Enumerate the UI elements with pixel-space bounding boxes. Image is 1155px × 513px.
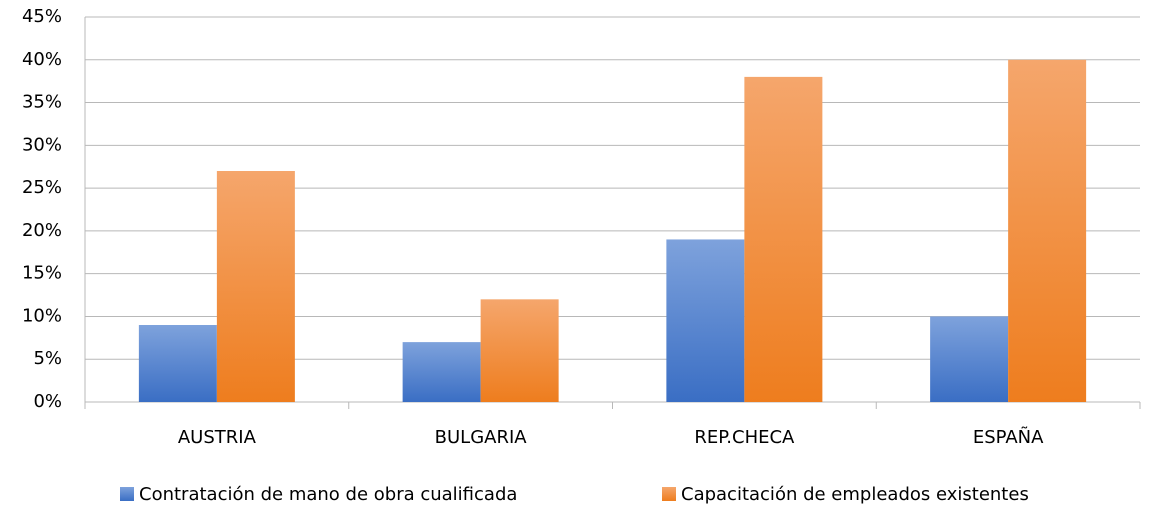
x-tick-label: BULGARIA bbox=[435, 427, 528, 448]
y-tick-label: 10% bbox=[22, 305, 62, 326]
bar bbox=[1008, 59, 1087, 403]
bar bbox=[930, 316, 1009, 402]
y-tick-label: 25% bbox=[22, 177, 62, 198]
y-tick-label: 0% bbox=[33, 391, 62, 412]
legend-swatch bbox=[120, 487, 134, 501]
legend-label: Contratación de mano de obra cualificada bbox=[139, 484, 517, 505]
y-tick-label: 15% bbox=[22, 263, 62, 284]
y-tick-label: 5% bbox=[33, 348, 62, 369]
legend-swatch bbox=[662, 487, 676, 501]
x-tick-label: ESPAÑA bbox=[973, 426, 1044, 448]
bar bbox=[138, 325, 217, 402]
bar bbox=[666, 239, 745, 402]
y-tick-label: 40% bbox=[22, 49, 62, 70]
y-tick-label: 35% bbox=[22, 92, 62, 113]
legend-label: Capacitación de empleados existentes bbox=[681, 484, 1029, 505]
bar bbox=[480, 299, 559, 402]
y-tick-label: 45% bbox=[22, 6, 62, 27]
bar bbox=[402, 342, 481, 402]
y-tick-label: 20% bbox=[22, 220, 62, 241]
bar bbox=[216, 171, 295, 402]
y-tick-label: 30% bbox=[22, 134, 62, 155]
x-tick-label: AUSTRIA bbox=[178, 427, 257, 448]
x-tick-label: REP.CHECA bbox=[694, 427, 795, 448]
bar bbox=[744, 76, 823, 402]
